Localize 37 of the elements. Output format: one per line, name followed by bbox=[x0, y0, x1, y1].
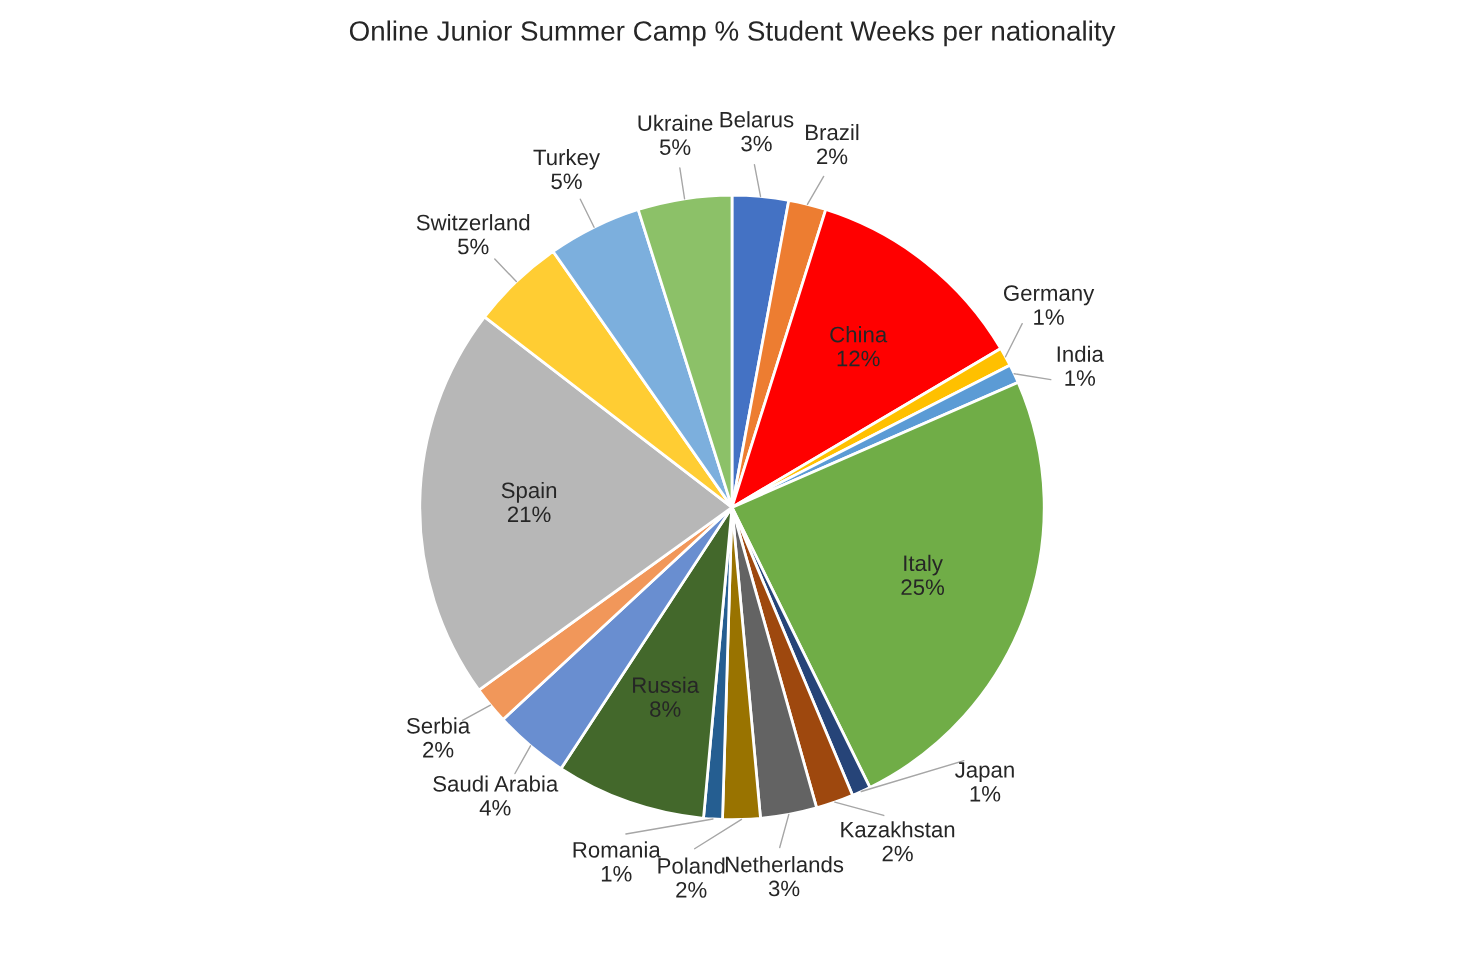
data-label: 4% bbox=[479, 800, 511, 816]
data-label: 5% bbox=[551, 173, 582, 190]
data-label: 3% bbox=[768, 880, 800, 897]
slice-label: Ukraine bbox=[638, 114, 713, 132]
slice-label: Russia bbox=[633, 676, 700, 693]
slice-label: Japan bbox=[955, 762, 1014, 783]
data-label: 2% bbox=[423, 741, 454, 758]
slice-label: Serbia bbox=[406, 717, 471, 734]
data-label: 1% bbox=[970, 786, 1001, 802]
slice-label: India bbox=[1057, 345, 1104, 362]
slice-label: Brazil bbox=[806, 123, 859, 141]
slice-label: Germany bbox=[1003, 285, 1095, 306]
slice-label: Poland bbox=[658, 857, 725, 874]
slice-label: Netherlands bbox=[725, 856, 844, 873]
data-label: 2% bbox=[676, 881, 707, 898]
data-label: 1% bbox=[1034, 309, 1064, 325]
data-label: 3% bbox=[741, 135, 772, 152]
data-label: 5% bbox=[458, 238, 489, 255]
slice-label: Spain bbox=[501, 481, 557, 503]
data-label: 12% bbox=[837, 350, 880, 367]
slice-label: Turkey bbox=[533, 148, 601, 170]
slice-label: China bbox=[830, 326, 888, 343]
data-label: 25% bbox=[901, 579, 945, 596]
slice-label: Saudi Arabia bbox=[433, 775, 559, 792]
slice-label: Kazakhstan bbox=[841, 821, 955, 838]
data-label: 2% bbox=[882, 845, 913, 862]
slice-label: Italy bbox=[904, 554, 943, 576]
data-label: 21% bbox=[507, 506, 551, 523]
slice-label: Romania bbox=[573, 841, 661, 858]
data-label: 1% bbox=[601, 865, 632, 882]
data-label: 5% bbox=[659, 139, 691, 155]
data-label: 8% bbox=[650, 701, 681, 717]
data-label: 2% bbox=[817, 148, 848, 165]
data-label: 1% bbox=[1065, 370, 1096, 386]
slice-label: Switzerland bbox=[416, 214, 530, 231]
chart-title: Online Junior Summer Camp % Student Weeks per nationality bbox=[349, 20, 1116, 47]
slice-label: Belarus bbox=[720, 111, 794, 128]
